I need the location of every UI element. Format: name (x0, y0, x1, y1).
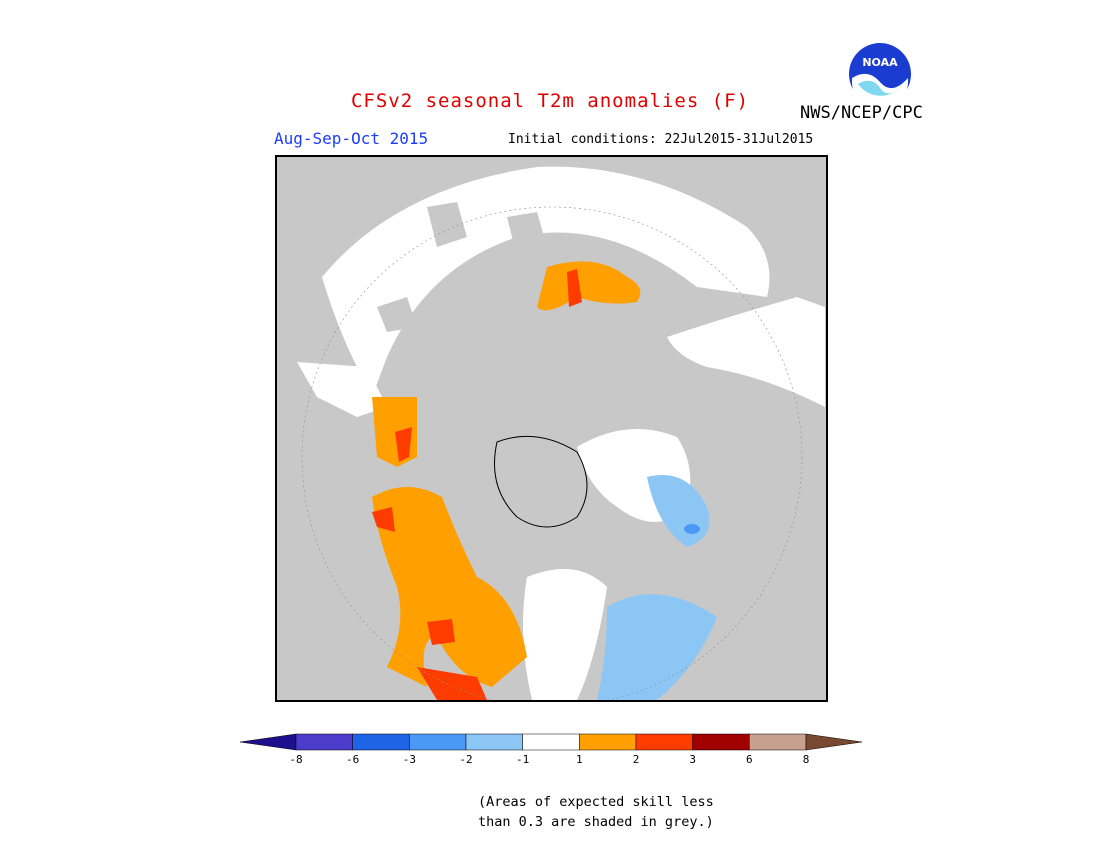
forecast-period: Aug-Sep-Oct 2015 (274, 129, 429, 148)
colorbar-ticks: -8 -6 -3 -2 -1 1 2 3 6 8 (240, 753, 862, 771)
colorbar-tick-label: -6 (346, 753, 360, 766)
colorbar-tick-label: 6 (746, 753, 753, 766)
orange-region-europe (537, 261, 641, 311)
white-region-west (297, 362, 387, 417)
polar-map (275, 155, 828, 702)
colorbar-tick-label: 2 (632, 753, 640, 766)
initial-conditions: Initial conditions: 22Jul2015-31Jul2015 (508, 132, 814, 147)
colorbar-tick-label: -8 (289, 753, 303, 766)
skill-footnote: (Areas of expected skill less than 0.3 a… (478, 792, 714, 832)
colorbar-swatch-2 (352, 733, 410, 751)
org-label: NWS/NCEP/CPC (800, 103, 923, 123)
orange-region-north-america (372, 487, 527, 687)
footnote-line-1: (Areas of expected skill less (478, 794, 714, 810)
footnote-line-2: than 0.3 are shaded in grey.) (478, 814, 714, 830)
white-region-canada (523, 569, 607, 700)
svg-text:NOAA: NOAA (862, 56, 898, 69)
colorbar-swatch-1 (295, 733, 353, 751)
colorbar-swatch-4 (465, 733, 523, 751)
colorbar-tick-label: 8 (802, 753, 810, 766)
colorbar-swatch-10 (805, 733, 863, 751)
colorbar-swatch-3 (409, 733, 467, 751)
lightblue-region-china (597, 594, 717, 700)
colorbar-swatch-9 (749, 733, 807, 751)
chart-title: CFSv2 seasonal T2m anomalies (F) (350, 90, 750, 112)
colorbar-swatch-8 (692, 733, 750, 751)
colorbar-tick-label: -1 (516, 753, 530, 766)
colorbar-tick-label: -3 (402, 753, 416, 766)
colorbar (239, 732, 863, 752)
colorbar-tick-label: 1 (576, 753, 583, 766)
colorbar-tick-label: 3 (689, 753, 696, 766)
noaa-logo: NOAA (848, 42, 912, 110)
colorbar-swatch-7 (635, 733, 693, 751)
colorbar-swatch-5 (522, 733, 580, 751)
colorbar-swatch-0 (239, 733, 297, 751)
colorbar-swatch-6 (579, 733, 637, 751)
white-region-northeast (667, 297, 825, 407)
colorbar-tick-label: -2 (459, 753, 473, 766)
